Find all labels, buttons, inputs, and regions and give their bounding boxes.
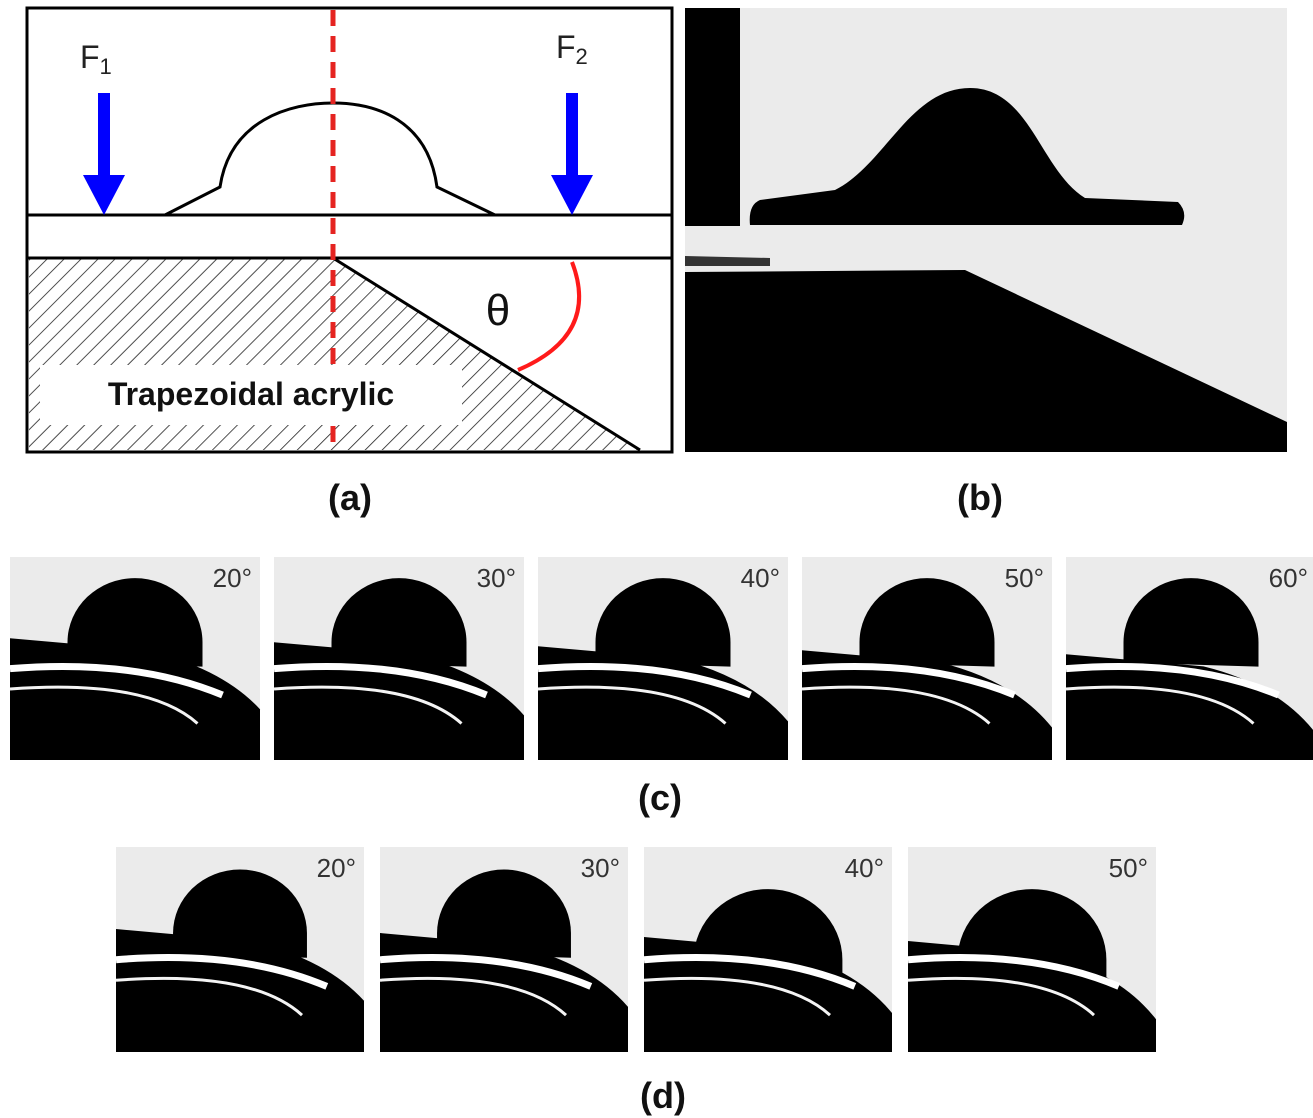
droplet-photo: 60° bbox=[1066, 557, 1313, 760]
angle-label: 20° bbox=[213, 563, 252, 593]
droplet-photo: 30° bbox=[274, 557, 524, 760]
force-subscript: 1 bbox=[100, 54, 112, 79]
figure: F1 F2 θ Trapezoidal acrylic (a) (b) (c) … bbox=[0, 0, 1313, 1118]
arrow-right bbox=[566, 93, 578, 178]
angle-label: 40° bbox=[845, 853, 884, 883]
droplet-photo: 40° bbox=[644, 847, 892, 1052]
force-symbol: F bbox=[80, 39, 100, 75]
caption: (a) bbox=[328, 477, 372, 518]
angle-label: 20° bbox=[317, 853, 356, 883]
caption: (c) bbox=[638, 777, 682, 818]
angle-label: 30° bbox=[477, 563, 516, 593]
droplet-photo: 30° bbox=[380, 847, 628, 1052]
droplet-photo: 20° bbox=[116, 847, 364, 1052]
angle-label: 30° bbox=[581, 853, 620, 883]
substrate-label: Trapezoidal acrylic bbox=[108, 376, 394, 412]
angle-label: 50° bbox=[1005, 563, 1044, 593]
arrow-left bbox=[98, 93, 110, 178]
force-subscript: 2 bbox=[576, 44, 588, 69]
angle-label: 40° bbox=[741, 563, 780, 593]
droplet-photo: 20° bbox=[10, 557, 260, 760]
caption: (d) bbox=[640, 1075, 686, 1116]
panel-b bbox=[685, 8, 1287, 452]
page: F1 F2 θ Trapezoidal acrylic (a) (b) (c) … bbox=[0, 0, 1313, 1118]
needle-shadow bbox=[685, 8, 740, 226]
angle-symbol: θ bbox=[486, 286, 510, 335]
angle-label: 50° bbox=[1109, 853, 1148, 883]
angle-label: 60° bbox=[1269, 563, 1308, 593]
droplet-photo: 40° bbox=[538, 557, 788, 760]
droplet-photo: 50° bbox=[802, 557, 1052, 760]
panel-a: F1 F2 θ Trapezoidal acrylic bbox=[27, 8, 672, 452]
force-symbol: F bbox=[556, 29, 576, 65]
caption: (b) bbox=[957, 477, 1003, 518]
droplet-photo: 50° bbox=[908, 847, 1156, 1052]
